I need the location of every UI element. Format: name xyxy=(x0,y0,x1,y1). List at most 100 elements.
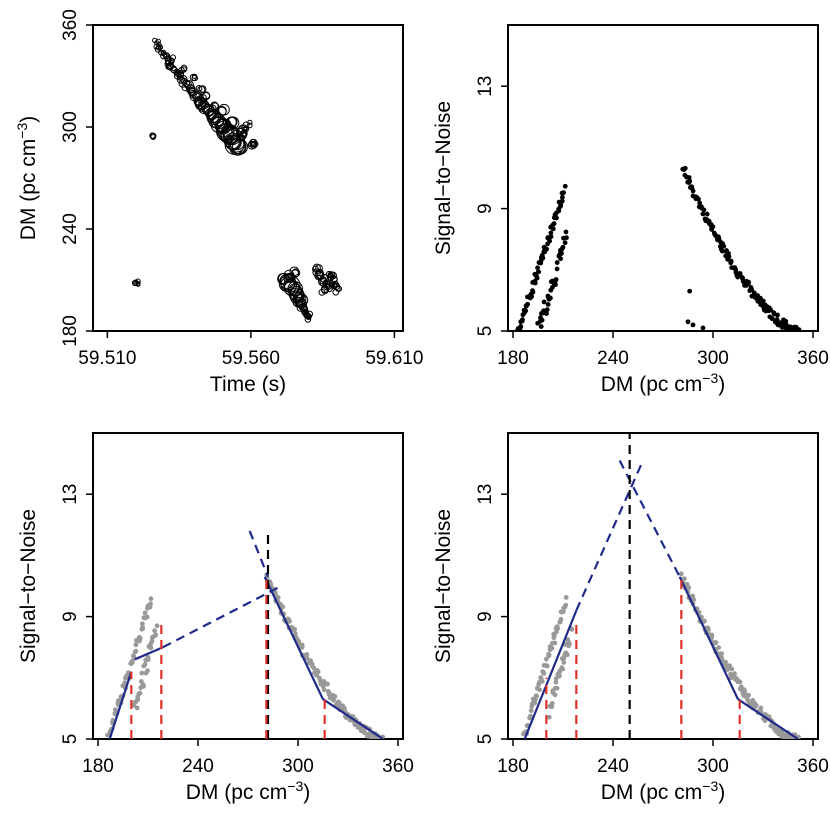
data-point xyxy=(139,670,145,676)
data-point xyxy=(563,595,569,600)
data-point xyxy=(563,229,569,235)
series-left-rise xyxy=(105,596,154,738)
data-point xyxy=(687,288,693,294)
data-point xyxy=(242,126,248,132)
x-axis-label-text: DM (pc cm xyxy=(601,373,703,396)
x-axis-label: Time (s) xyxy=(210,373,286,396)
data-point xyxy=(142,662,148,667)
data-point xyxy=(770,316,775,322)
data-point xyxy=(296,304,305,312)
data-point xyxy=(536,269,542,275)
data-point xyxy=(543,656,549,662)
data-point xyxy=(149,638,155,644)
data-point xyxy=(567,641,572,647)
data-point xyxy=(760,298,766,304)
y-tick-label: 5 xyxy=(60,734,81,745)
data-point xyxy=(152,37,158,44)
fit-right-solid xyxy=(263,576,324,700)
data-point xyxy=(682,576,687,582)
x-axis-label-text: DM (pc cm xyxy=(186,781,288,804)
data-point xyxy=(560,666,566,672)
y-axis-label-text: DM (pc cm xyxy=(17,139,40,241)
data-point xyxy=(304,652,310,657)
data-point xyxy=(700,325,706,331)
data-point xyxy=(719,651,725,657)
data-point xyxy=(247,141,256,150)
data-point xyxy=(696,196,701,202)
data-point xyxy=(539,317,545,323)
data-point xyxy=(726,254,732,260)
x-tick-label: 59.510 xyxy=(78,348,136,369)
fit-right-tail xyxy=(737,698,799,739)
data-point xyxy=(561,660,567,665)
data-point xyxy=(563,602,569,608)
data-point xyxy=(700,211,706,217)
y-tick-label: 9 xyxy=(475,203,496,214)
data-point xyxy=(709,632,715,638)
x-tick-label: 240 xyxy=(597,756,629,777)
data-point xyxy=(706,627,711,632)
data-point xyxy=(518,324,524,329)
data-point xyxy=(560,244,566,250)
x-tick-label: 180 xyxy=(497,756,529,777)
data-point xyxy=(536,332,541,337)
x-tick-label: 360 xyxy=(382,756,414,777)
data-point xyxy=(545,302,551,307)
data-point xyxy=(742,688,748,694)
data-point xyxy=(554,685,560,691)
data-point xyxy=(561,609,566,615)
data-point xyxy=(318,288,326,296)
fit-bridge-solid xyxy=(134,646,164,661)
data-point xyxy=(719,248,725,254)
data-point xyxy=(551,221,557,226)
series-isolated xyxy=(685,288,706,331)
data-point xyxy=(169,57,175,63)
series-left-rise xyxy=(521,595,569,737)
data-point xyxy=(788,737,793,739)
data-point xyxy=(290,269,300,278)
data-point xyxy=(277,272,290,285)
series-left-second-arm xyxy=(131,623,160,711)
data-point xyxy=(533,693,539,699)
data-point xyxy=(140,682,146,687)
plot-frame xyxy=(507,432,819,740)
data-point xyxy=(325,681,330,687)
y-axis-label-superscript: −3 xyxy=(14,123,30,139)
data-point xyxy=(534,275,540,281)
data-point xyxy=(289,266,300,277)
data-point xyxy=(686,585,692,591)
data-point xyxy=(148,645,154,651)
data-point xyxy=(217,106,227,117)
x-tick-label: 240 xyxy=(597,348,629,369)
data-point xyxy=(690,322,696,328)
data-point xyxy=(538,324,544,329)
data-point xyxy=(554,266,560,272)
data-layer xyxy=(105,530,386,739)
data-point xyxy=(251,140,259,148)
data-point xyxy=(145,668,150,674)
data-point xyxy=(140,624,145,630)
data-point xyxy=(544,311,549,316)
y-axis-label: DM (pc cm−3) xyxy=(14,116,40,240)
x-tick-label: 300 xyxy=(697,756,729,777)
x-tick-label: 180 xyxy=(82,756,114,777)
fit-left-solid xyxy=(108,671,133,739)
data-point xyxy=(332,694,338,699)
data-point xyxy=(199,85,207,93)
y-tick-label: 240 xyxy=(60,213,81,245)
panel-p4: 180 240 300 360 5 9 13 DM (pc cm−3) Signal−to−No… xyxy=(432,432,829,804)
data-point xyxy=(554,215,559,221)
y-axis-label-text: Signal−to−Noise xyxy=(17,509,40,663)
data-point xyxy=(552,692,558,698)
data-point xyxy=(142,610,148,616)
fit-left-dash xyxy=(575,460,645,611)
data-point xyxy=(292,626,298,632)
data-layer xyxy=(514,165,802,337)
y-tick-label: 5 xyxy=(475,326,496,337)
data-point xyxy=(181,83,190,92)
y-tick-label: 5 xyxy=(475,734,496,745)
data-point xyxy=(236,127,245,136)
data-point xyxy=(733,267,739,273)
data-point xyxy=(148,601,153,607)
data-point xyxy=(737,679,743,685)
